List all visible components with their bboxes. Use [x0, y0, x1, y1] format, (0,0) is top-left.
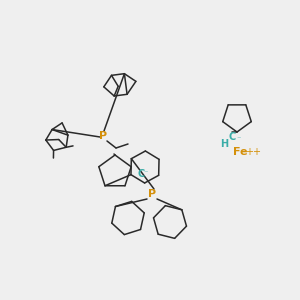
Text: H: H: [220, 139, 228, 149]
Text: P: P: [148, 189, 156, 199]
Text: ++: ++: [245, 147, 261, 157]
Text: ⁻: ⁻: [143, 169, 147, 178]
Text: ⁻: ⁻: [237, 134, 241, 143]
Text: Fe: Fe: [233, 147, 247, 157]
Text: C: C: [137, 169, 144, 179]
Text: C: C: [228, 132, 236, 142]
Text: P: P: [99, 131, 107, 141]
